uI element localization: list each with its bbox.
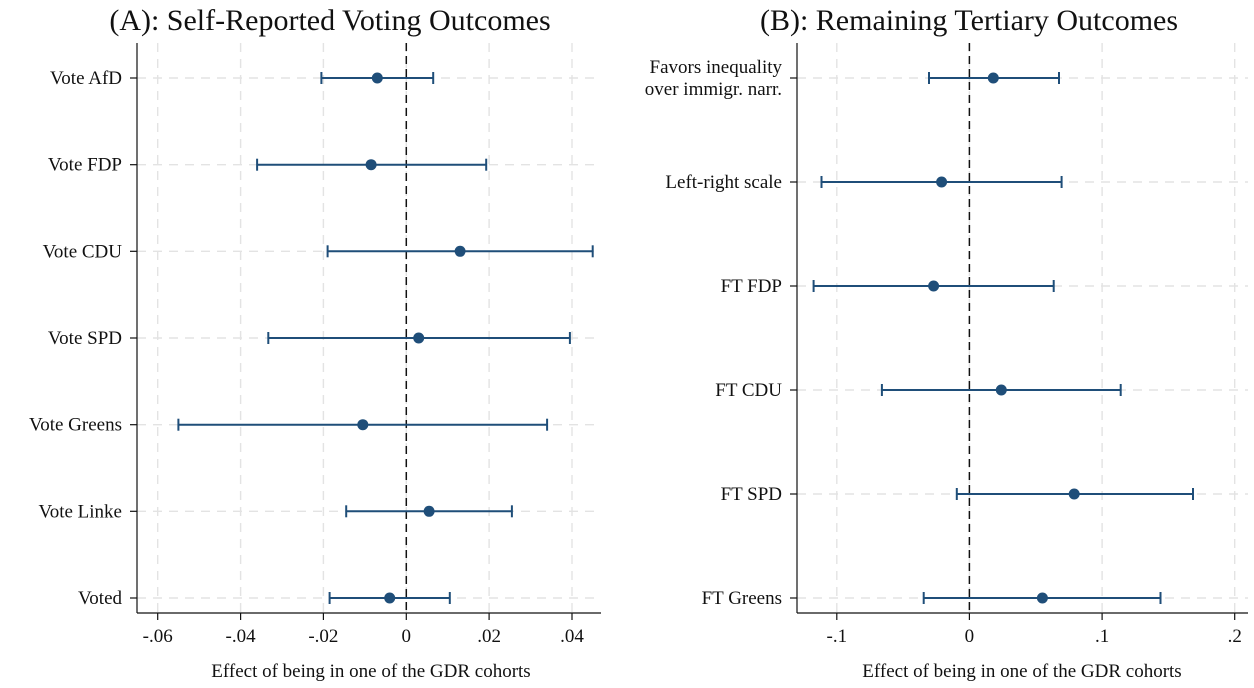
panel-a-x-tick-label-3: 0 [402, 626, 412, 647]
panel-a-point-estimate-3 [413, 332, 425, 344]
panel-b-x-tick-label-3: .2 [1228, 626, 1242, 647]
panel-b: (B): Remaining Tertiary Outcomes Effect … [645, 4, 1248, 682]
panel-a-x-tick-label-4: .02 [477, 626, 501, 647]
panel-b-y-tick-label-5: FT Greens [702, 588, 782, 609]
panel-a-x-tick-label-1: -.04 [226, 626, 257, 647]
panel-b-point-estimate-2 [928, 280, 940, 292]
panel-a-y-tick-label-2: Vote CDU [43, 241, 123, 262]
panel-a-title: (A): Self-Reported Voting Outcomes [109, 4, 550, 37]
panel-b-y-tick-label-0-line-0: Favors inequality [650, 57, 783, 78]
panel-b-point-estimate-0 [987, 72, 999, 84]
panel-b-y-tick-label-0-line-1: over immigr. narr. [645, 79, 782, 100]
panel-a: (A): Self-Reported Voting Outcomes Effec… [29, 4, 601, 682]
panel-b-point-estimate-4 [1068, 488, 1080, 500]
panel-a-y-tick-label-6: Voted [78, 588, 122, 609]
panel-a-y-tick-label-0: Vote AfD [50, 68, 122, 89]
panel-b-y-tick-label-3: FT CDU [715, 380, 782, 401]
panel-a-y-tick-label-1: Vote FDP [48, 155, 122, 176]
panel-b-x-tick-label-2: .1 [1095, 626, 1109, 647]
panel-a-point-estimate-6 [384, 592, 396, 604]
panel-a-point-estimate-1 [365, 159, 377, 171]
panel-b-point-estimate-5 [1036, 592, 1048, 604]
panel-a-x-axis-title: Effect of being in one of the GDR cohort… [211, 661, 530, 682]
panel-b-x-axis-title: Effect of being in one of the GDR cohort… [862, 661, 1181, 682]
panel-a-x-tick-label-2: -.02 [308, 626, 338, 647]
panel-a-x-tick-label-0: -.06 [143, 626, 173, 647]
panel-a-point-estimate-4 [357, 419, 369, 431]
panel-a-point-estimate-5 [423, 505, 435, 517]
panel-a-point-estimate-0 [371, 72, 383, 84]
panel-b-x-tick-label-0: -.1 [827, 626, 848, 647]
panel-b-x-tick-label-1: 0 [965, 626, 975, 647]
panel-a-point-estimate-2 [454, 245, 466, 257]
panel-a-y-tick-label-3: Vote SPD [48, 328, 122, 349]
panel-b-y-tick-label-1: Left-right scale [665, 172, 782, 193]
panel-b-y-tick-label-2: FT FDP [721, 276, 782, 297]
panel-b-y-tick-label-4: FT SPD [721, 484, 782, 505]
panel-b-point-estimate-3 [995, 384, 1007, 396]
panel-a-x-tick-label-5: .04 [560, 626, 584, 647]
panel-b-title: (B): Remaining Tertiary Outcomes [760, 4, 1178, 37]
panel-a-y-tick-label-4: Vote Greens [29, 415, 122, 436]
panel-b-point-estimate-1 [936, 176, 948, 188]
panel-a-y-tick-label-5: Vote Linke [38, 501, 122, 522]
